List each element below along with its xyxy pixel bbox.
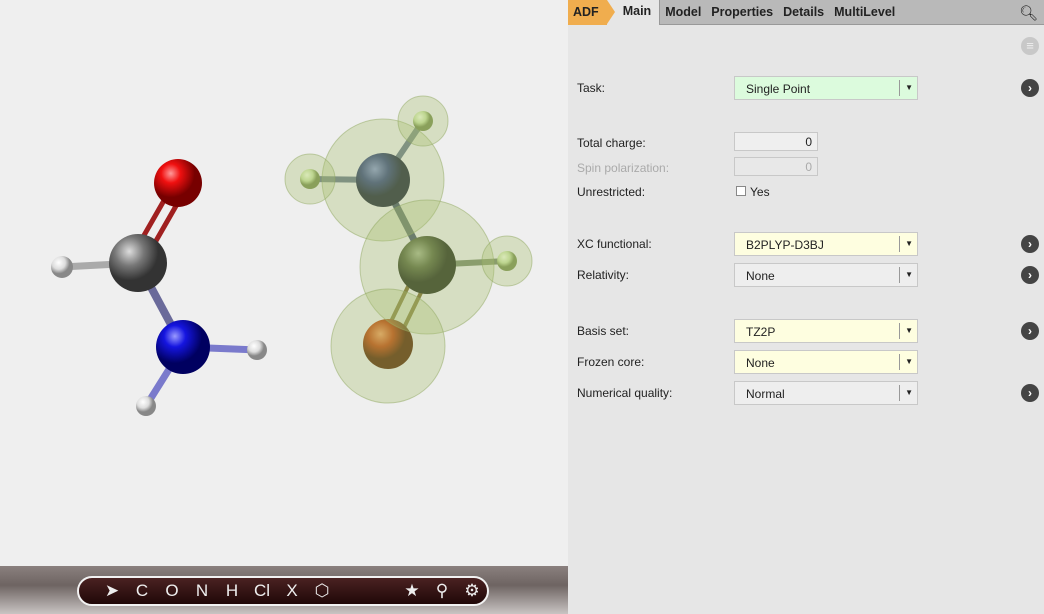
frozen-core-value: None — [746, 356, 775, 370]
tab-multilevel[interactable]: MultiLevel — [834, 4, 896, 19]
dropdown-arrow-icon: ▼ — [905, 270, 913, 279]
dropdown-arrow-icon: ▼ — [905, 388, 913, 397]
basis-row: Basis set: TZ2P ▼ › — [568, 319, 1044, 343]
star-icon[interactable]: ★ — [404, 581, 420, 600]
total-charge-input[interactable]: 0 — [734, 132, 818, 151]
chevron-right-icon[interactable]: › — [1021, 322, 1039, 340]
chevron-right-icon[interactable]: › — [1021, 79, 1039, 97]
basis-label: Basis set: — [577, 324, 630, 338]
unrestricted-option[interactable]: Yes — [750, 185, 770, 199]
relativity-value: None — [746, 269, 775, 283]
molecule-viewer[interactable]: ➤ C O N H Cl X ⬡ ★ ⚲ ⚙ — [0, 0, 568, 614]
dropdown-arrow-icon: ▼ — [905, 326, 913, 335]
chevron-right-icon[interactable]: › — [1021, 266, 1039, 284]
frozen-core-row: Frozen core: None ▼ — [568, 350, 1044, 374]
xc-value: B2PLYP-D3BJ — [746, 238, 824, 252]
tab-adf[interactable]: ADF — [568, 0, 615, 25]
tool-carbon[interactable]: C — [135, 581, 149, 600]
unrestricted-label: Unrestricted: — [577, 185, 646, 199]
dropdown-arrow-icon: ▼ — [905, 239, 913, 248]
basis-select[interactable]: TZ2P ▼ — [734, 319, 918, 343]
total-charge-label: Total charge: — [577, 136, 646, 150]
pin-icon[interactable]: ⚲ — [435, 581, 449, 600]
search-icon[interactable]: 🔍︎ — [1018, 5, 1038, 22]
molecule-canvas[interactable] — [0, 0, 568, 566]
spin-polarization-input: 0 — [734, 157, 818, 176]
atom-hydrogen — [247, 340, 267, 360]
molecule-left — [51, 159, 267, 416]
tool-hydrogen[interactable]: H — [225, 581, 239, 600]
ring-icon[interactable]: ⬡ — [314, 581, 330, 600]
spin-polarization-label: Spin polarization: — [577, 161, 670, 175]
atom-toolbar: ➤ C O N H Cl X ⬡ ★ ⚲ ⚙ — [77, 576, 489, 606]
dropdown-arrow-icon: ▼ — [905, 357, 913, 366]
tab-model[interactable]: Model — [665, 4, 702, 19]
atom-hydrogen — [136, 396, 156, 416]
xc-label: XC functional: — [577, 237, 652, 251]
quality-label: Numerical quality: — [577, 386, 673, 400]
task-row: Task: Single Point ▼ › — [568, 76, 1044, 100]
tool-nitrogen[interactable]: N — [195, 581, 209, 600]
molecule-right-selected — [284, 95, 533, 404]
atom-carbon — [109, 234, 167, 292]
dropdown-arrow-icon: ▼ — [905, 83, 913, 92]
task-value: Single Point — [746, 82, 811, 96]
total-charge-row: Total charge: 0 — [568, 131, 1044, 155]
basis-value: TZ2P — [746, 325, 776, 339]
unrestricted-row: Unrestricted: Yes — [568, 180, 1044, 204]
unrestricted-checkbox[interactable] — [736, 186, 746, 196]
quality-value: Normal — [746, 387, 785, 401]
menu-icon[interactable]: ≡ — [1021, 37, 1039, 55]
xc-select[interactable]: B2PLYP-D3BJ ▼ — [734, 232, 918, 256]
frozen-core-label: Frozen core: — [577, 355, 645, 369]
atom-nitrogen — [156, 320, 210, 374]
tab-details[interactable]: Details — [783, 4, 825, 19]
tool-chlorine[interactable]: Cl — [253, 581, 271, 600]
quality-select[interactable]: Normal ▼ — [734, 381, 918, 405]
relativity-row: Relativity: None ▼ › — [568, 263, 1044, 287]
select-arrow-icon[interactable]: ➤ — [104, 581, 120, 600]
xc-row: XC functional: B2PLYP-D3BJ ▼ › — [568, 232, 1044, 256]
settings-panel: ADF Main Model Properties Details MultiL… — [568, 0, 1044, 614]
relativity-select[interactable]: None ▼ — [734, 263, 918, 287]
relativity-label: Relativity: — [577, 268, 630, 282]
chevron-right-icon[interactable]: › — [1021, 384, 1039, 402]
tab-main[interactable]: Main — [606, 0, 661, 25]
task-label: Task: — [577, 81, 606, 95]
frozen-core-select[interactable]: None ▼ — [734, 350, 918, 374]
atom-oxygen — [154, 159, 202, 207]
gear-icon[interactable]: ⚙ — [464, 581, 480, 600]
tool-other-element[interactable]: X — [286, 581, 298, 600]
chevron-right-icon[interactable]: › — [1021, 235, 1039, 253]
atom-hydrogen — [51, 256, 73, 278]
quality-row: Numerical quality: Normal ▼ › — [568, 381, 1044, 405]
tool-oxygen[interactable]: O — [165, 581, 179, 600]
tab-properties[interactable]: Properties — [711, 4, 774, 19]
task-select[interactable]: Single Point ▼ — [734, 76, 918, 100]
tab-bar: ADF Main Model Properties Details MultiL… — [568, 0, 1044, 25]
spin-row: Spin polarization: 0 — [568, 156, 1044, 180]
